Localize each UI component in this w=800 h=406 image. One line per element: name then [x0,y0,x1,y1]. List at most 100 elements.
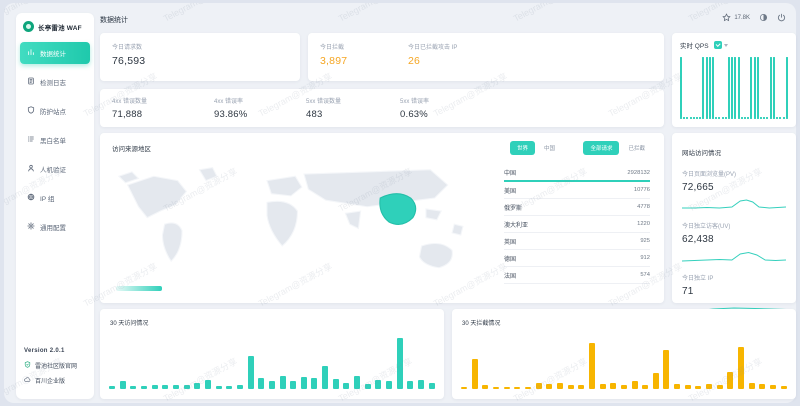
bar [779,117,782,119]
country-row: 德国 912 [504,250,650,267]
bar [556,382,563,389]
bar [183,385,190,389]
sidebar-item-3[interactable]: 防护站点 [20,100,90,122]
bar [418,379,425,389]
bar [770,384,777,389]
sidebar-item-label: 黑白名单 [40,138,66,145]
map-data-toggle: 全部请求 已拦截 [583,141,652,155]
qps-filter-select[interactable] [713,41,728,49]
site-metric-1: 今日页面浏览量(PV) 72,665 [682,169,786,212]
sidebar-item-2[interactable]: 检测日志 [20,71,90,93]
country-table: 中国 2928132 美国 10776 俄罗斯 4778 澳大利亚 1220 英国 925 德国 91… [504,165,650,284]
star-icon [722,13,731,22]
footer-link-1[interactable]: 雷池社区版官网 [24,361,86,370]
sidebar-item-label: 通用配置 [40,225,66,232]
sidebar-item-label: 数据统计 [40,51,66,58]
stat-today-blocked-ip: 今日已拦截攻击 IP 26 [408,45,458,67]
bar [428,382,435,389]
bar [524,386,531,389]
bar [375,380,382,389]
dashboard-root: 长亭雷池 WAF 数据统计 检测日志 防护站点 黑白名单 人机验证 IP 组通用配置 Ve… [4,3,796,403]
map-view-toggle: 世界 中国 [509,141,562,155]
stat-5xx-count: 5xx 错误数量 483 [306,99,342,120]
bar [215,385,222,389]
panel-30d-blocks: 30 天拦截情况 [452,309,796,399]
sidebar-item-label: 防护站点 [40,109,66,116]
stat-4xx-rate: 4xx 错误率 93.86% [214,99,248,120]
bar [620,384,627,389]
footer-link-2[interactable]: 百川企业版 [24,376,86,385]
qps-bar-chart [680,57,788,119]
toggle-view-1[interactable]: 世界 [509,141,535,155]
map-panel-title: 访问来源地区 [112,146,151,153]
header-actions: 17.8K [722,13,786,22]
bar [546,383,553,389]
sidebar-item-4[interactable]: 黑白名单 [20,129,90,151]
bar [684,384,691,389]
bar [715,117,718,119]
country-row: 英国 925 [504,233,650,250]
site-metric-2: 今日独立访客(UV) 62,438 [682,221,786,264]
sidebar-menu: 数据统计检测日志防护站点黑白名单人机验证 IP 组通用配置 [16,38,94,249]
shield-icon [24,361,31,370]
site-icon [27,106,35,116]
bar [642,384,649,389]
bar [514,386,521,389]
logout-icon[interactable] [777,13,786,22]
sidebar-item-label: 人机验证 [40,167,66,174]
toggle-data-1[interactable]: 全部请求 [583,141,620,155]
bar [692,117,695,119]
github-star-badge[interactable]: 17.8K [722,13,750,22]
bar [610,382,617,389]
bar [686,117,689,119]
toggle-view-2[interactable]: 中国 [543,146,555,152]
bar [162,385,169,389]
bar [712,57,715,119]
bar [738,346,745,389]
bar [140,385,147,389]
sidebar-item-7[interactable]: 通用配置 [20,216,90,238]
blocks-bar-chart [461,335,787,389]
stat-label: 今日请求数 [112,45,143,51]
toggle-data-2[interactable]: 已拦截 [628,146,645,152]
sidebar-item-5[interactable]: 人机验证 [20,158,90,180]
site-panel-title: 网站访问情况 [682,150,721,157]
bar [740,117,743,119]
visits-bar-chart [109,335,435,389]
sidebar-item-1[interactable]: 数据统计 [20,42,90,64]
bar [354,376,361,389]
bar [728,57,731,119]
bar [683,117,686,119]
bar [721,117,724,119]
world-map [117,166,464,269]
bar [332,379,339,389]
page-title: 数据统计 [100,17,128,24]
bar [226,386,233,389]
bar [567,384,574,389]
bar [663,350,670,389]
chart-title: 30 天拦截情况 [462,321,501,327]
bar [236,385,243,389]
card-today-requests: 今日请求数 76,593 [100,33,300,81]
bar [689,117,692,119]
bar [747,117,750,119]
bar [737,57,740,119]
theme-icon[interactable] [759,13,768,22]
bar [471,359,478,389]
bar [760,117,763,119]
sidebar: 长亭雷池 WAF 数据统计 检测日志 防护站点 黑白名单 人机验证 IP 组通用配置 Ve… [16,13,94,399]
bar [492,386,499,389]
bar [734,57,737,119]
bar [172,385,179,389]
bar [407,380,414,389]
sidebar-item-6[interactable]: IP 组 [20,187,90,209]
chart-icon [27,48,35,58]
bar [785,57,788,119]
bar [769,57,772,119]
bar [708,57,711,119]
bar [599,383,606,389]
bar [756,57,759,119]
sparkline [682,251,786,262]
sidebar-item-label: 检测日志 [40,80,66,87]
bar [727,371,734,389]
